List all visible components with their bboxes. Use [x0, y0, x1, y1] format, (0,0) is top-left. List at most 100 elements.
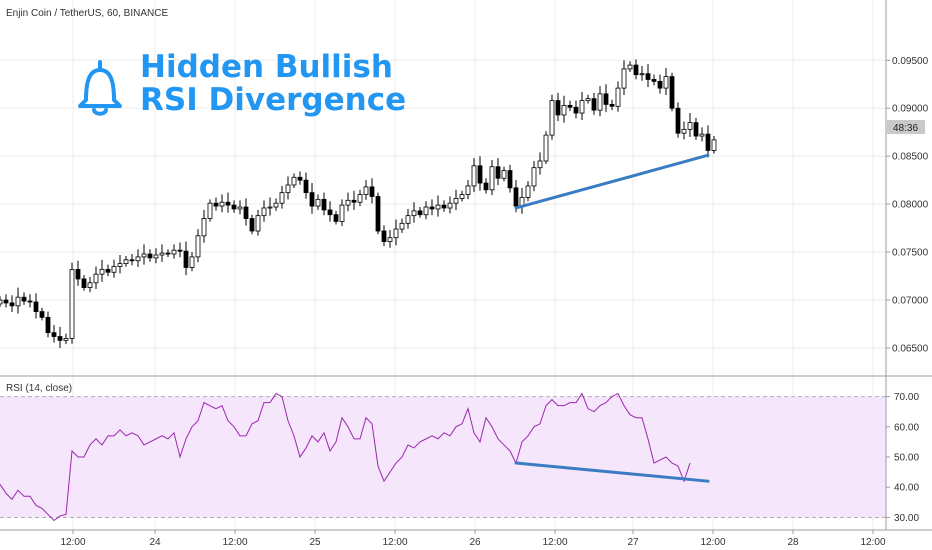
- price-candle: [561, 95, 567, 123]
- price-candle: [63, 333, 69, 345]
- price-candle: [333, 210, 339, 225]
- price-candle: [231, 200, 237, 213]
- price-candle: [303, 172, 309, 199]
- price-candle: [543, 131, 549, 165]
- time-tick-label: 12:00: [542, 537, 567, 548]
- price-candle: [609, 99, 615, 111]
- price-candle: [93, 266, 99, 289]
- price-candle: [591, 92, 597, 115]
- price-candle: [501, 166, 507, 182]
- price-candle: [207, 199, 213, 222]
- price-candle: [675, 102, 681, 138]
- price-candle: [399, 218, 405, 233]
- price-candle: [471, 158, 477, 193]
- price-tick-label: 0.09500: [892, 56, 929, 67]
- price-candle: [321, 192, 327, 216]
- price-candle: [453, 189, 459, 211]
- countdown-badge: [887, 120, 925, 134]
- price-candle: [39, 307, 45, 321]
- price-candle: [129, 254, 135, 266]
- price-candle: [411, 202, 417, 223]
- price-candle: [537, 152, 543, 175]
- price-candle: [243, 198, 249, 226]
- price-candles: [0, 59, 717, 349]
- price-candle: [159, 244, 165, 262]
- time-tick-label: 12:00: [60, 537, 85, 548]
- price-candle: [111, 259, 117, 278]
- headline-line-1: Hidden Bullish: [140, 49, 393, 85]
- price-candle: [183, 241, 189, 276]
- rsi-tick-label: 60.00: [894, 422, 919, 433]
- price-candle: [615, 81, 621, 112]
- rsi-indicator-title[interactable]: RSI (14, close): [6, 383, 72, 394]
- time-tick-label: 27: [627, 537, 639, 548]
- rsi-divergence-trendline: [514, 461, 710, 483]
- time-tick-label: 26: [469, 537, 481, 548]
- price-candle: [69, 262, 75, 344]
- price-candle: [507, 164, 513, 193]
- rsi-axis[interactable]: 30.00 40.00 50.00 60.00 70.00: [886, 392, 919, 524]
- price-candle: [267, 197, 273, 216]
- price-candle: [15, 287, 21, 314]
- price-candle: [297, 171, 303, 185]
- price-candle: [351, 190, 357, 210]
- time-tick-label: 12:00: [700, 537, 725, 548]
- countdown-text: 48:36: [893, 123, 918, 134]
- price-candle: [315, 194, 321, 210]
- rsi-tick-label: 40.00: [894, 483, 919, 494]
- price-candle: [57, 326, 63, 349]
- price-candle: [531, 160, 537, 192]
- price-candle: [195, 229, 201, 263]
- price-candle: [441, 200, 447, 212]
- price-candle: [147, 249, 153, 262]
- bell-icon: [78, 60, 122, 116]
- price-candle: [123, 255, 129, 267]
- price-candle: [177, 242, 183, 258]
- price-candle: [585, 94, 591, 104]
- price-candle: [525, 181, 531, 202]
- price-candle: [369, 178, 375, 204]
- price-divergence-trendline: [514, 153, 710, 210]
- price-candle: [555, 92, 561, 122]
- price-axis[interactable]: 0.06500 0.07000 0.07500 0.08000 0.08500 0.090…: [886, 56, 929, 355]
- price-candle: [117, 254, 123, 274]
- price-candle: [249, 214, 255, 235]
- price-candle: [75, 260, 81, 286]
- price-tick-label: 0.07000: [892, 296, 929, 307]
- price-candle: [135, 249, 141, 267]
- price-candle: [663, 67, 669, 96]
- price-tick-label: 0.09000: [892, 104, 929, 115]
- price-candle: [309, 183, 315, 214]
- price-candle: [381, 225, 387, 247]
- price-candle: [141, 244, 147, 265]
- price-candle: [357, 189, 363, 207]
- price-candle: [87, 277, 93, 293]
- price-candle: [33, 293, 39, 319]
- price-candle: [45, 311, 51, 338]
- price-candle: [699, 127, 705, 142]
- price-candle: [645, 64, 651, 88]
- price-candle: [153, 248, 159, 264]
- price-candle: [681, 121, 687, 140]
- price-candle: [9, 295, 15, 312]
- time-axis[interactable]: 12:00 24 12:00 25 12:00 26 12:00 27 12:00 28 12:00: [60, 530, 886, 548]
- price-candle: [435, 195, 441, 217]
- price-candle: [567, 100, 573, 112]
- rsi-overbought-oversold-band: [0, 396, 886, 518]
- price-candle: [633, 59, 639, 80]
- price-candle: [99, 259, 105, 282]
- price-candle: [651, 74, 657, 86]
- price-candle: [657, 74, 663, 94]
- price-candle: [81, 275, 87, 291]
- price-candle: [549, 94, 555, 140]
- price-tick-label: 0.06500: [892, 344, 929, 355]
- price-candle: [225, 192, 231, 213]
- time-tick-label: 12:00: [860, 537, 885, 548]
- price-candle: [627, 61, 633, 72]
- symbol-title[interactable]: Enjin Coin / TetherUS, 60, BINANCE: [6, 8, 168, 19]
- price-candle: [3, 294, 9, 308]
- price-candle: [393, 219, 399, 246]
- price-candle: [339, 199, 345, 227]
- price-candle: [429, 199, 435, 216]
